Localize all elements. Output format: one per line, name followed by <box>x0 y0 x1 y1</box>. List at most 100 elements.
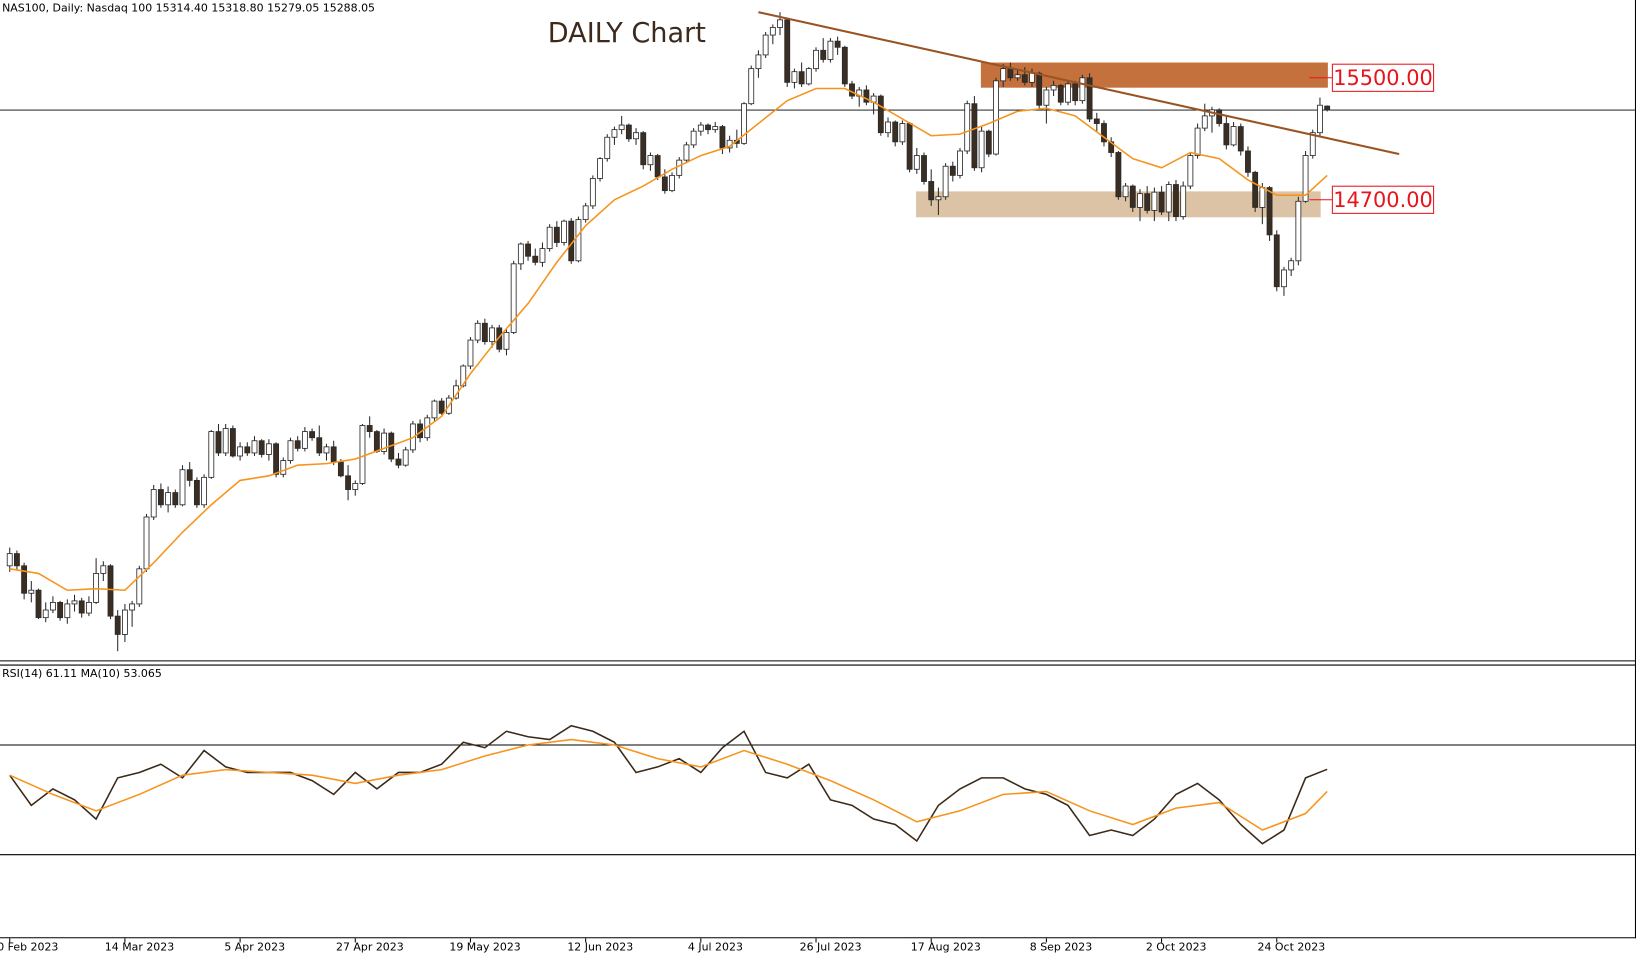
candle-body <box>525 243 531 257</box>
candle-body <box>618 124 625 131</box>
candle-body <box>719 126 726 149</box>
rsi-ma-line <box>9 738 1328 831</box>
candle-body <box>503 332 510 350</box>
chart-title: DAILY Chart <box>548 18 706 49</box>
candle-body <box>877 95 884 134</box>
candle-body <box>107 565 114 617</box>
candle-body <box>265 443 272 455</box>
candle-body <box>129 603 136 611</box>
candle-body <box>777 19 783 28</box>
x-tick-label: 14 Mar 2023 <box>105 941 174 954</box>
candle-body <box>532 255 539 263</box>
candle-body <box>373 431 380 452</box>
candle-body <box>215 431 222 454</box>
candle-body <box>273 443 280 475</box>
candle-body <box>21 565 28 594</box>
candle-body <box>1115 152 1122 198</box>
candle-body <box>892 121 899 143</box>
candle-body <box>179 469 186 506</box>
candle-body <box>172 492 179 506</box>
candle-body <box>1173 184 1179 217</box>
candle-body <box>323 446 330 454</box>
candle-body <box>244 446 251 454</box>
candle-body <box>467 339 474 367</box>
candle-body <box>690 130 697 146</box>
candle-body <box>1324 105 1331 111</box>
candle-body <box>251 440 258 454</box>
candle-body <box>1194 127 1201 156</box>
candle-body <box>611 129 618 138</box>
candle-body <box>1021 74 1028 83</box>
header: NAS100, Daily: Nasdaq 100 15314.40 15318… <box>2 1 375 14</box>
candle-body <box>971 103 978 169</box>
x-tick-label: 4 Jul 2023 <box>688 941 743 954</box>
candle-body <box>1309 132 1316 156</box>
candle-body <box>1086 77 1093 120</box>
candle-body <box>42 609 49 619</box>
candle-body <box>582 205 589 221</box>
candle-body <box>1245 150 1251 173</box>
candle-body <box>64 603 71 619</box>
candle-body <box>438 400 445 414</box>
candle-body <box>755 54 762 70</box>
candle-body <box>762 34 769 56</box>
candle-body <box>280 460 287 475</box>
candle-body <box>474 322 481 341</box>
candle-body <box>237 446 244 457</box>
candle-body <box>352 483 359 490</box>
candle-body <box>676 159 683 176</box>
candle-body <box>546 226 553 250</box>
candle-body <box>1187 155 1194 187</box>
candle-body <box>100 565 107 574</box>
candle-body <box>791 71 798 83</box>
candle-body <box>769 27 776 36</box>
x-tick-label: 20 Feb 2023 <box>0 941 58 954</box>
rsi-label: RSI(14) 61.11 MA(10) 53.065 <box>2 667 162 680</box>
candle-body <box>913 155 920 170</box>
candle-body <box>1302 155 1309 202</box>
candle-body <box>1129 185 1136 208</box>
candle-body <box>309 431 316 439</box>
candle-body <box>741 103 747 144</box>
candle-body <box>1237 126 1244 152</box>
candle-body <box>827 40 834 60</box>
candle-body <box>85 601 92 614</box>
candle-body <box>1036 72 1043 106</box>
candle-body <box>604 136 611 160</box>
candle-body <box>1259 187 1266 208</box>
candle-body <box>575 219 582 262</box>
candle-body <box>1000 68 1007 82</box>
candle-body <box>1288 260 1295 271</box>
candle-body <box>928 181 935 201</box>
candle-body <box>942 165 949 198</box>
candle-body <box>1216 109 1223 124</box>
candle-body <box>121 609 128 635</box>
level-label: 15500.00 <box>1333 66 1433 90</box>
candle-body <box>143 516 150 570</box>
candle-body <box>1137 193 1143 208</box>
x-tick-label: 26 Jul 2023 <box>800 941 862 954</box>
level-box <box>1331 63 1435 92</box>
candle-body <box>229 428 236 457</box>
candle-body <box>345 475 351 490</box>
candle-body <box>78 600 85 614</box>
candle-body <box>460 365 467 387</box>
candle-body <box>1273 234 1280 288</box>
candle-body <box>784 19 791 83</box>
candle-body <box>1266 187 1273 236</box>
candle-body <box>1029 72 1035 83</box>
candle-body <box>561 220 567 243</box>
candle-body <box>481 322 488 343</box>
candle-body <box>993 80 999 155</box>
candle-body <box>885 121 891 134</box>
candle-body <box>6 553 13 567</box>
candle-body <box>820 49 827 60</box>
candle-body <box>633 132 639 140</box>
candle-body <box>489 327 495 343</box>
candle-body <box>669 174 675 192</box>
candle-body <box>28 589 35 594</box>
candle-body <box>712 126 719 131</box>
candle-body <box>1050 84 1057 91</box>
